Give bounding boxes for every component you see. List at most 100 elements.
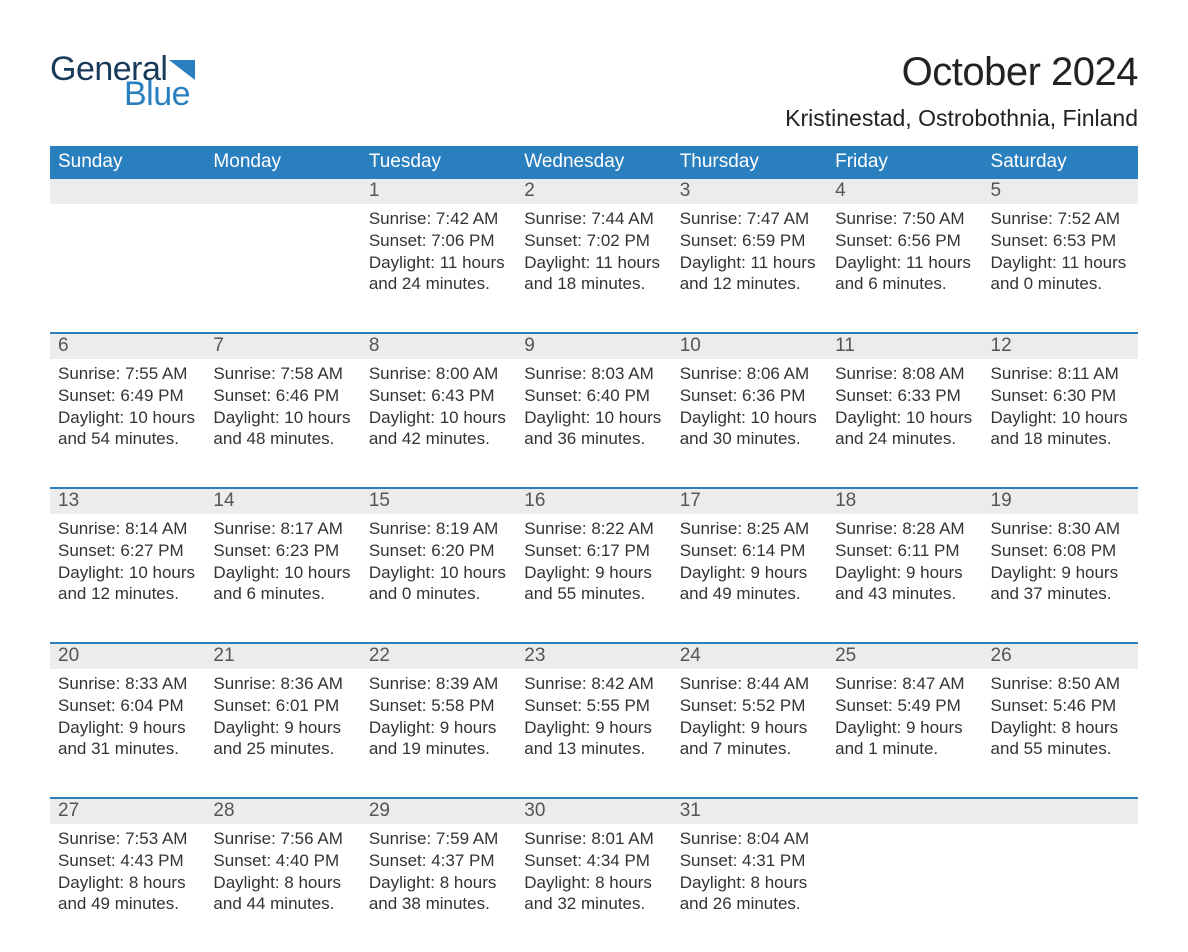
day-cell: Sunrise: 8:14 AMSunset: 6:27 PMDaylight:… xyxy=(50,514,205,642)
daylight-text: Daylight: 10 hours and 6 minutes. xyxy=(213,562,352,606)
day-cell: Sunrise: 7:50 AMSunset: 6:56 PMDaylight:… xyxy=(827,204,982,332)
day-body: Sunrise: 8:17 AMSunset: 6:23 PMDaylight:… xyxy=(205,514,360,619)
day-body: Sunrise: 8:06 AMSunset: 6:36 PMDaylight:… xyxy=(672,359,827,464)
sunset-text: Sunset: 6:20 PM xyxy=(369,540,508,562)
day-number: 15 xyxy=(361,489,516,514)
sunset-text: Sunset: 6:53 PM xyxy=(991,230,1130,252)
sunset-text: Sunset: 7:06 PM xyxy=(369,230,508,252)
day-body xyxy=(827,824,982,842)
sunrise-text: Sunrise: 8:01 AM xyxy=(524,828,663,850)
day-number: 1 xyxy=(361,179,516,204)
sunrise-text: Sunrise: 8:47 AM xyxy=(835,673,974,695)
day-cell xyxy=(827,824,982,952)
sunset-text: Sunset: 6:56 PM xyxy=(835,230,974,252)
day-body: Sunrise: 8:11 AMSunset: 6:30 PMDaylight:… xyxy=(983,359,1138,464)
daylight-text: Daylight: 9 hours and 13 minutes. xyxy=(524,717,663,761)
sunrise-text: Sunrise: 7:56 AM xyxy=(213,828,352,850)
daylight-text: Daylight: 10 hours and 36 minutes. xyxy=(524,407,663,451)
sunset-text: Sunset: 6:30 PM xyxy=(991,385,1130,407)
day-number: 23 xyxy=(516,644,671,669)
daylight-text: Daylight: 9 hours and 43 minutes. xyxy=(835,562,974,606)
day-body: Sunrise: 7:44 AMSunset: 7:02 PMDaylight:… xyxy=(516,204,671,309)
day-number xyxy=(983,799,1138,824)
weekday-friday: Friday xyxy=(827,146,982,179)
day-cell: Sunrise: 8:03 AMSunset: 6:40 PMDaylight:… xyxy=(516,359,671,487)
day-number: 26 xyxy=(983,644,1138,669)
sunrise-text: Sunrise: 7:59 AM xyxy=(369,828,508,850)
weekday-sunday: Sunday xyxy=(50,146,205,179)
sunrise-text: Sunrise: 8:44 AM xyxy=(680,673,819,695)
weekday-saturday: Saturday xyxy=(983,146,1138,179)
day-body: Sunrise: 8:01 AMSunset: 4:34 PMDaylight:… xyxy=(516,824,671,929)
day-body: Sunrise: 7:58 AMSunset: 6:46 PMDaylight:… xyxy=(205,359,360,464)
daynum-row: 12345 xyxy=(50,179,1138,204)
day-body: Sunrise: 8:19 AMSunset: 6:20 PMDaylight:… xyxy=(361,514,516,619)
daylight-text: Daylight: 10 hours and 30 minutes. xyxy=(680,407,819,451)
day-body xyxy=(50,204,205,222)
day-body: Sunrise: 8:33 AMSunset: 6:04 PMDaylight:… xyxy=(50,669,205,774)
title-block: October 2024 Kristinestad, Ostrobothnia,… xyxy=(785,50,1138,132)
sunrise-text: Sunrise: 8:19 AM xyxy=(369,518,508,540)
daylight-text: Daylight: 10 hours and 18 minutes. xyxy=(991,407,1130,451)
day-cell: Sunrise: 7:47 AMSunset: 6:59 PMDaylight:… xyxy=(672,204,827,332)
month-title: October 2024 xyxy=(785,50,1138,95)
day-cell: Sunrise: 7:58 AMSunset: 6:46 PMDaylight:… xyxy=(205,359,360,487)
sunset-text: Sunset: 4:40 PM xyxy=(213,850,352,872)
day-body: Sunrise: 8:36 AMSunset: 6:01 PMDaylight:… xyxy=(205,669,360,774)
day-body: Sunrise: 7:47 AMSunset: 6:59 PMDaylight:… xyxy=(672,204,827,309)
week-row: Sunrise: 7:55 AMSunset: 6:49 PMDaylight:… xyxy=(50,359,1138,487)
day-number: 14 xyxy=(205,489,360,514)
day-number: 8 xyxy=(361,334,516,359)
day-number: 30 xyxy=(516,799,671,824)
day-number: 3 xyxy=(672,179,827,204)
daylight-text: Daylight: 8 hours and 38 minutes. xyxy=(369,872,508,916)
day-number: 10 xyxy=(672,334,827,359)
sunset-text: Sunset: 6:17 PM xyxy=(524,540,663,562)
sunrise-text: Sunrise: 8:06 AM xyxy=(680,363,819,385)
week-row: Sunrise: 7:42 AMSunset: 7:06 PM Daylight:… xyxy=(50,204,1138,332)
day-cell: Sunrise: 8:36 AMSunset: 6:01 PMDaylight:… xyxy=(205,669,360,797)
day-body: Sunrise: 8:28 AMSunset: 6:11 PMDaylight:… xyxy=(827,514,982,619)
sunset-text: Sunset: 6:04 PM xyxy=(58,695,197,717)
day-cell: Sunrise: 8:28 AMSunset: 6:11 PMDaylight:… xyxy=(827,514,982,642)
day-body: Sunrise: 8:03 AMSunset: 6:40 PMDaylight:… xyxy=(516,359,671,464)
sunset-text: Sunset: 4:43 PM xyxy=(58,850,197,872)
sunrise-text: Sunrise: 7:53 AM xyxy=(58,828,197,850)
daylight-text: Daylight: 8 hours and 55 minutes. xyxy=(991,717,1130,761)
logo-text-blue: Blue xyxy=(124,75,190,114)
daynum-row: 13141516171819 xyxy=(50,487,1138,514)
day-number: 31 xyxy=(672,799,827,824)
day-number: 16 xyxy=(516,489,671,514)
day-cell: Sunrise: 8:06 AMSunset: 6:36 PMDaylight:… xyxy=(672,359,827,487)
day-cell: Sunrise: 7:52 AMSunset: 6:53 PMDaylight:… xyxy=(983,204,1138,332)
day-number xyxy=(205,179,360,204)
day-cell: Sunrise: 8:04 AMSunset: 4:31 PMDaylight:… xyxy=(672,824,827,952)
sunrise-text: Sunrise: 7:44 AM xyxy=(524,208,663,230)
day-number: 21 xyxy=(205,644,360,669)
page-header: General Blue October 2024 Kristinestad, … xyxy=(50,50,1138,132)
day-cell: Sunrise: 8:39 AMSunset: 5:58 PMDaylight:… xyxy=(361,669,516,797)
day-number xyxy=(50,179,205,204)
daylight-text: Daylight: 10 hours and 0 minutes. xyxy=(369,562,508,606)
daylight-text: Daylight: 11 hours and 12 minutes. xyxy=(680,252,819,296)
sunrise-text: Sunrise: 8:04 AM xyxy=(680,828,819,850)
day-number: 27 xyxy=(50,799,205,824)
day-number: 5 xyxy=(983,179,1138,204)
sunset-text: Sunset: 6:36 PM xyxy=(680,385,819,407)
sunset-text: Sunset: 6:23 PM xyxy=(213,540,352,562)
day-body: Sunrise: 7:53 AMSunset: 4:43 PMDaylight:… xyxy=(50,824,205,929)
daylight-text: Daylight: 8 hours and 26 minutes. xyxy=(680,872,819,916)
sunrise-text: Sunrise: 7:42 AM xyxy=(369,208,508,230)
day-cell: Sunrise: 7:53 AMSunset: 4:43 PMDaylight:… xyxy=(50,824,205,952)
sunset-text: Sunset: 5:58 PM xyxy=(369,695,508,717)
day-number: 22 xyxy=(361,644,516,669)
day-body: Sunrise: 8:42 AMSunset: 5:55 PMDaylight:… xyxy=(516,669,671,774)
daylight-text: Daylight: 10 hours and 48 minutes. xyxy=(213,407,352,451)
day-cell: Sunrise: 7:59 AMSunset: 4:37 PMDaylight:… xyxy=(361,824,516,952)
day-body: Sunrise: 7:59 AMSunset: 4:37 PMDaylight:… xyxy=(361,824,516,929)
daylight-text: Daylight: 8 hours and 44 minutes. xyxy=(213,872,352,916)
sunset-text: Sunset: 5:55 PM xyxy=(524,695,663,717)
day-body: Sunrise: 8:00 AMSunset: 6:43 PMDaylight:… xyxy=(361,359,516,464)
day-body: Sunrise: 8:30 AMSunset: 6:08 PMDaylight:… xyxy=(983,514,1138,619)
daylight-text: Daylight: 9 hours and 25 minutes. xyxy=(213,717,352,761)
